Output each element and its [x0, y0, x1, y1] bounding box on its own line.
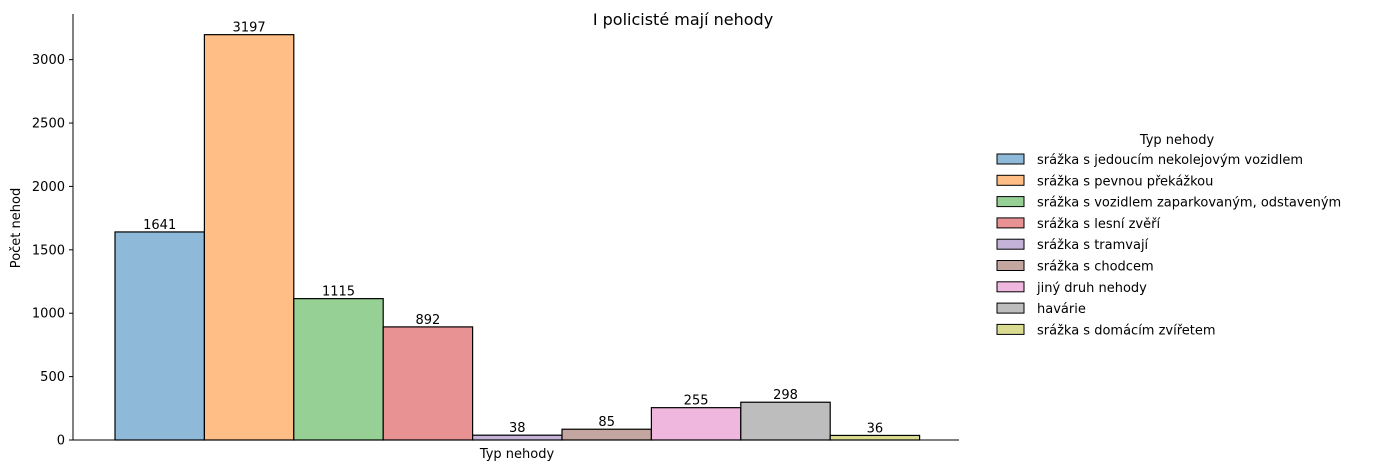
legend-item-label: srážka s pevnou překážkou [1037, 174, 1213, 189]
legend-item-label: havárie [1037, 302, 1086, 317]
bar [650, 407, 742, 441]
y-tick-label: 2000 [32, 180, 65, 195]
legend-item-label: srážka s lesní zvěří [1037, 217, 1160, 232]
legend-item-label: srážka s vozidlem zaparkovaným, odstaven… [1037, 196, 1341, 211]
chart-title: I policisté mají nehody [593, 10, 773, 29]
bar-value-label: 85 [598, 415, 615, 430]
legend-swatch [996, 174, 1025, 186]
bar [740, 401, 831, 441]
bar-value-label: 36 [867, 421, 884, 436]
y-tick-label: 1000 [32, 307, 65, 322]
bar-value-label: 1641 [143, 218, 176, 233]
bar [293, 298, 384, 441]
legend-swatch [996, 196, 1025, 208]
bar-value-label: 1115 [322, 285, 355, 300]
x-axis-label: Typ nehody [479, 447, 555, 462]
legend-swatch [996, 260, 1025, 271]
legend: Typ nehody srážka s jedoucím nekolejovým… [996, 133, 1341, 338]
y-tick-label: 500 [40, 370, 65, 385]
y-tick-label: 3000 [32, 53, 65, 68]
y-tick-label: 1500 [32, 243, 65, 258]
legend-item-label: srážka s domácím zvířetem [1037, 323, 1216, 338]
legend-item-label: srážka s jedoucím nekolejovým vozidlem [1037, 153, 1303, 168]
legend-swatch [996, 323, 1025, 335]
legend-swatch [996, 217, 1025, 229]
bar-value-label: 892 [415, 313, 440, 328]
bar [203, 34, 295, 441]
legend-item-label: jiný druh nehody [1036, 281, 1147, 296]
bar-value-label: 3197 [233, 21, 266, 36]
legend-swatch [996, 302, 1025, 314]
y-axis: 0 500 1000 1500 2000 2500 3000 [32, 14, 74, 449]
legend-swatch [996, 281, 1025, 293]
bar [114, 231, 206, 441]
legend-items: srážka s jedoucím nekolejovým vozidlem sr… [996, 153, 1341, 338]
bar-value-label: 38 [509, 421, 526, 436]
data-labels: 1641 3197 1115 892 38 85 255 298 36 [143, 21, 883, 437]
y-tick-label: 0 [57, 434, 65, 449]
bars [114, 34, 921, 441]
bar [382, 326, 474, 441]
bar-value-label: 298 [773, 388, 798, 403]
y-tick-label: 2500 [32, 117, 65, 132]
bar [561, 428, 653, 441]
legend-swatch [996, 153, 1025, 165]
legend-title: Typ nehody [1139, 133, 1215, 148]
legend-swatch [996, 238, 1025, 250]
legend-item-label: srážka s tramvají [1037, 238, 1149, 253]
y-axis-label: Počet nehod [9, 188, 24, 268]
legend-item-label: srážka s chodcem [1037, 260, 1154, 275]
bar-value-label: 255 [684, 394, 709, 409]
